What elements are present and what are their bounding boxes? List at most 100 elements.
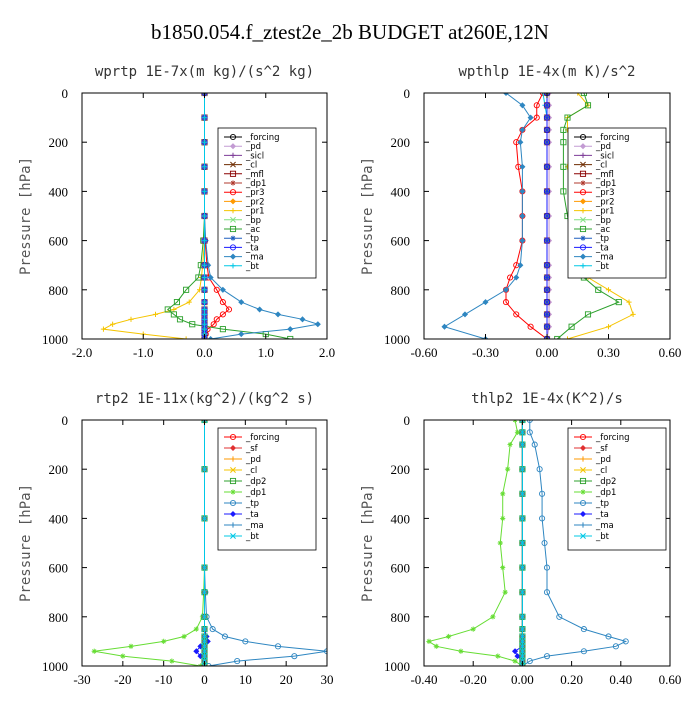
series-marker [201,663,208,666]
series-marker [201,262,208,268]
series-line [94,420,205,666]
series-marker [193,626,199,632]
series-marker [210,321,217,328]
series-marker [519,589,526,596]
series-marker [201,466,208,473]
series-marker [612,643,619,650]
legend-swatch-marker [579,225,587,233]
y-tick-label: 1000 [42,659,68,674]
series-marker [201,316,208,322]
series-marker [201,515,208,522]
series-marker [502,589,508,595]
series-marker [219,299,226,306]
legend-swatch-marker [229,444,237,452]
y-tick-label: 800 [391,610,411,625]
series-marker [287,326,294,333]
x-tick-label: -0.30 [472,345,499,360]
legend-swatch-marker [580,180,586,186]
series-marker [495,653,501,659]
series-marker [584,102,592,109]
series-line [505,93,548,339]
legend-swatch-marker [580,263,586,269]
series-marker [560,188,567,195]
x-tick-label: 0.40 [609,672,632,687]
series-marker [543,323,551,330]
x-tick-label: -0.60 [410,345,437,360]
x-tick-label: 1.0 [258,345,274,360]
x-tick-label: -10 [155,672,172,687]
legend-swatch-marker [579,499,587,507]
series-line [546,93,550,339]
x-tick-label: -20 [114,672,131,687]
series-marker [238,299,245,306]
series-marker [536,466,543,473]
y-tick-label: 600 [391,561,411,576]
chart-panel-2: wpthlp 1E-4x(m K)/s^2 Pressure [hPa] -0.60… [360,64,681,360]
series-marker [519,212,526,220]
series-marker [564,336,571,339]
series-marker [543,163,551,170]
x-tick-label: 0.60 [659,345,682,360]
series-marker [207,274,214,281]
legend-swatch-marker [579,244,587,251]
series-marker [195,274,202,281]
series-marker [446,633,452,640]
plot-title: rtp2 1E-11x(kg^2)/(kg^2 s) [95,391,314,407]
series-marker [543,299,551,306]
y-tick-label: 800 [49,283,69,298]
series-marker [201,633,208,640]
series-marker [517,262,524,269]
y-tick-label: 200 [391,462,411,477]
legend-label: _tp [595,499,609,509]
y-axis-label: Pressure [hPa] [18,157,34,275]
x-tick-label: 0.00 [511,672,534,687]
legend-label: _tp [245,499,259,509]
legend-swatch-marker [229,253,237,260]
series-marker [543,212,551,220]
legend-label: _ta [245,510,259,520]
series-marker [580,626,587,633]
legend-label: _pr2 [595,197,615,207]
series-marker [426,638,432,644]
legend-label: _tp [245,234,259,244]
series-marker [519,638,526,645]
series-marker [519,237,526,244]
series-marker [164,306,171,313]
series-marker [519,613,526,620]
series-marker [519,466,526,473]
series-marker [626,299,632,305]
series-marker [526,658,533,665]
series-marker [502,299,510,306]
series-marker [540,93,546,96]
series-marker [543,237,551,244]
legend-swatch-marker [579,198,587,205]
series-marker [519,540,526,546]
legend-swatch-marker [229,189,237,196]
series-marker [201,420,208,423]
series-marker [201,638,208,645]
series-marker [519,648,526,655]
legend-label: _cl [245,161,257,171]
series-marker [531,441,538,448]
series-marker [238,331,245,338]
legend-swatch-marker [580,489,586,495]
series-marker [201,643,208,650]
series-marker [183,286,190,293]
series-marker [519,626,526,633]
series-marker [201,321,208,327]
y-axis-label: Pressure [hPa] [360,484,376,602]
legend: _forcing_pd_sicl_cl_mfl_dp1_pr3_pr2_pr1_… [567,127,667,279]
legend-label: _ma [245,253,264,263]
legend-swatch-marker [229,133,237,141]
legend-label: _ma [595,253,614,263]
legend-label: _bp [245,216,261,226]
series-line [522,420,628,666]
series-marker [225,306,233,313]
series-marker [543,311,551,318]
series-marker [201,311,208,317]
y-tick-label: 1000 [384,659,410,674]
legend-label: _pd [595,142,611,152]
x-tick-label: 0.60 [659,672,682,687]
series-marker [502,286,510,293]
series-marker [527,114,534,121]
